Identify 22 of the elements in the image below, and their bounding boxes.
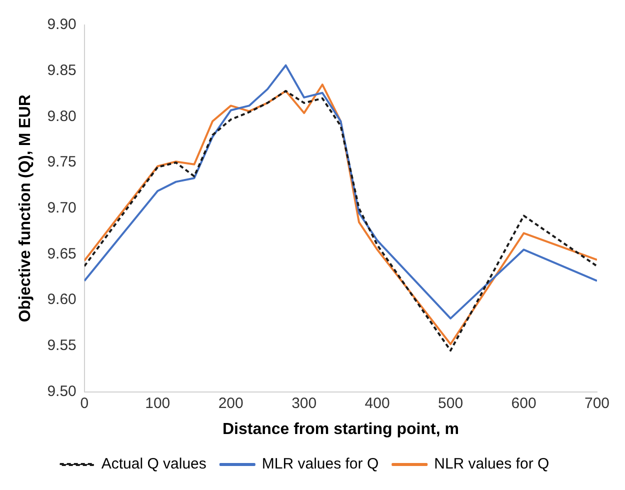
y-tick-label: 9.85: [47, 62, 76, 79]
x-tick-label: 400: [364, 394, 390, 412]
x-tick-label: 0: [80, 394, 89, 412]
y-tick-label: 9.65: [47, 245, 76, 262]
y-tick-label: 9.90: [47, 16, 76, 34]
legend-label: Actual Q values: [101, 456, 206, 473]
y-tick-label: 9.55: [47, 337, 76, 354]
y-tick-label: 9.50: [47, 382, 76, 400]
y-tick-label: 9.70: [47, 200, 76, 217]
legend-label: MLR values for Q: [262, 456, 379, 473]
x-tick-label: 100: [145, 394, 170, 412]
y-tick-label: 9.75: [47, 154, 76, 171]
y-axis-title: Objective function (Q), M EUR: [17, 94, 34, 322]
x-tick-label: 600: [511, 394, 536, 412]
x-tick-label: 200: [218, 394, 244, 412]
x-tick-label: 300: [292, 394, 317, 412]
x-axis-title: Distance from starting point, m: [222, 420, 459, 438]
legend-label: NLR values for Q: [434, 456, 550, 473]
x-tick-label: 700: [584, 394, 610, 412]
y-tick-label: 9.60: [47, 291, 76, 308]
y-tick-label: 9.80: [47, 108, 76, 125]
x-tick-label: 500: [438, 394, 464, 412]
